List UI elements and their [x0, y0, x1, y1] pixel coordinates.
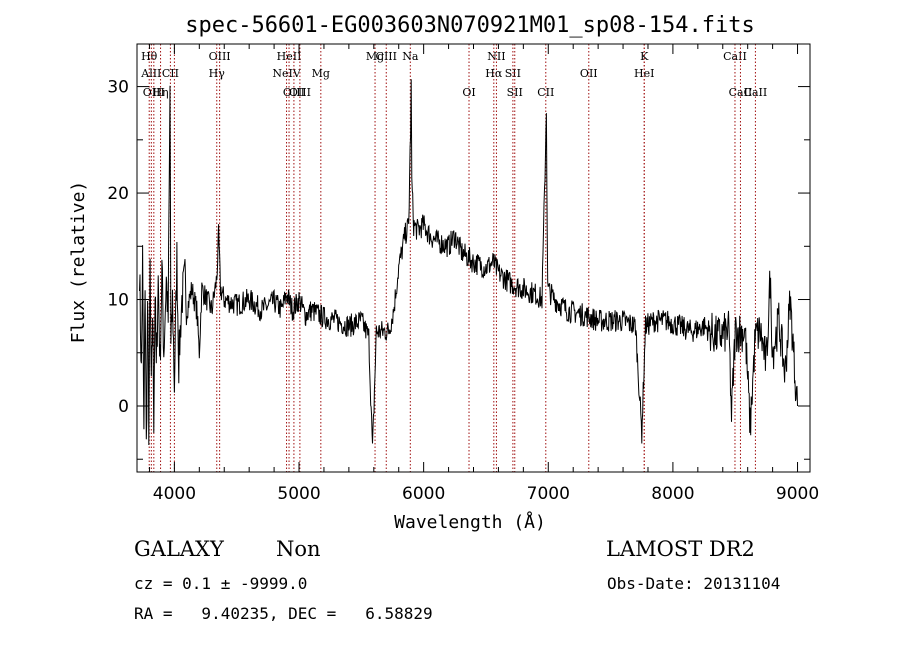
line-marker-label: K [640, 50, 649, 63]
x-tick-label: 9000 [776, 484, 819, 504]
y-tick-label: 20 [107, 184, 129, 204]
object-subclass: Non [276, 537, 321, 561]
axis-ticks: 4000 5000 6000 7000 8000 9000 0 10 20 30 [107, 44, 819, 504]
x-tick-label: 6000 [402, 484, 445, 504]
line-marker-label: OIII [143, 86, 165, 99]
line-marker-label: CaII [744, 86, 768, 99]
survey-name: LAMOST DR2 [606, 537, 755, 561]
line-marker-label: Hγ [209, 67, 226, 80]
line-marker-label: SII [505, 67, 521, 80]
line-marker-label: OIII [209, 50, 231, 63]
y-tick-label: 0 [118, 397, 129, 417]
line-marker-label: CaII [723, 50, 747, 63]
x-tick-label: 7000 [527, 484, 570, 504]
spectrum-line [139, 79, 798, 446]
line-marker-label: OIII [289, 86, 311, 99]
line-marker-label: Na [402, 50, 419, 63]
ra-dec: RA = 9.40235, DEC = 6.58829 [134, 604, 433, 623]
line-marker-label: AlII [140, 67, 161, 80]
line-marker-label: Hη [152, 86, 168, 99]
line-marker-label: HeII [277, 50, 302, 63]
y-tick-label: 10 [107, 291, 129, 311]
x-tick-label: 5000 [277, 484, 320, 504]
line-marker-label: CIII [376, 50, 397, 63]
line-marker-label: OII [580, 67, 598, 80]
observation-date: Obs-Date: 20131104 [607, 574, 781, 593]
y-tick-label: 30 [107, 78, 129, 98]
x-tick-label: 4000 [153, 484, 196, 504]
line-marker-label: Mg [366, 50, 384, 63]
line-marker-label: OI [462, 86, 475, 99]
x-axis-label: Wavelength (Å) [394, 511, 546, 533]
line-marker-label: Mg [312, 67, 330, 80]
line-marker-label: HeI [634, 67, 654, 80]
line-marker-label: SII [507, 86, 523, 99]
emission-line-markers: HθAlIIOIIIHηCIIOIIIHγHeIINeIVOIIIOIIIMgM… [140, 44, 767, 472]
line-marker-label: Hθ [141, 50, 158, 63]
line-marker-label: CaII [729, 86, 753, 99]
line-marker-label: NeIV [272, 67, 301, 80]
line-marker-label: Hα [485, 67, 503, 80]
x-tick-label: 8000 [651, 484, 694, 504]
line-marker-label: CII [162, 67, 179, 80]
redshift-cz: cz = 0.1 ± -9999.0 [134, 574, 308, 593]
line-marker-label: NII [487, 50, 505, 63]
plot-area [136, 43, 811, 473]
line-marker-label: CII [537, 86, 554, 99]
chart-title: spec-56601-EG003603N070921M01_sp08-154.f… [185, 13, 755, 38]
line-marker-label: OIII [283, 86, 305, 99]
object-class: GALAXY [134, 537, 224, 561]
y-axis-label: Flux (relative) [68, 181, 89, 344]
